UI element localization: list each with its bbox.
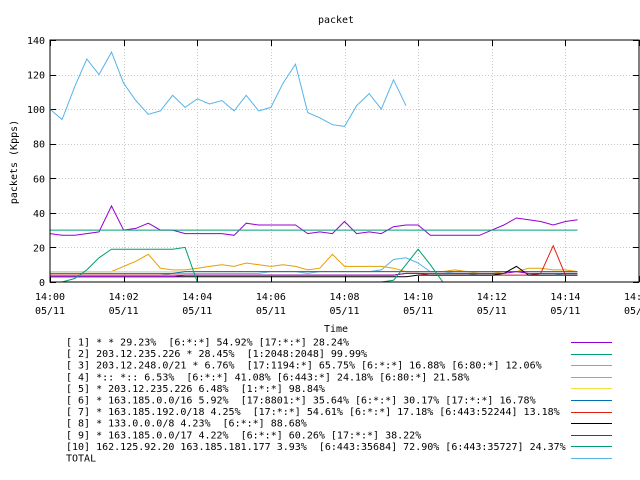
y-tick-label: 20 xyxy=(33,243,45,254)
legend-entry-label: [ 3] 203.12.248.0/21 * 6.76% [17:1194:*]… xyxy=(66,361,542,372)
x-axis-label: Time xyxy=(324,324,348,335)
series-path xyxy=(49,50,407,127)
legend: [ 1] * * 29.23% [6:*:*] 54.92% [17:*:*] … xyxy=(66,338,612,465)
legend-entry-label: [ 8] * 133.0.0.0/8 4.23% [6:*:*] 88.68% xyxy=(66,419,307,430)
x-tick-date: 05/11 xyxy=(329,306,359,317)
x-tick-label: 14:02 xyxy=(109,292,139,303)
series-path xyxy=(50,253,578,274)
series-line-6 xyxy=(50,271,578,274)
x-tick-label: 14:06 xyxy=(256,292,286,303)
x-tick-date: 05/11 xyxy=(182,306,212,317)
x-tick-label: 14:10 xyxy=(403,292,433,303)
legend-entry-label: [ 6] * 163.185.0.0/16 5.92% [17:8801:*] … xyxy=(66,396,536,407)
series-line-7 xyxy=(50,244,578,276)
legend-entry-label: [ 2] 203.12.235.226 * 28.45% [1:2048:204… xyxy=(66,349,367,360)
x-tick-date: 05/11 xyxy=(550,306,580,317)
legend-entry-label: [ 9] * 163.185.0.0/17 4.22% [6:*:*] 60.2… xyxy=(66,430,421,441)
series-path xyxy=(50,271,578,278)
y-tick-label: 80 xyxy=(33,140,45,151)
x-tick-label: 14:04 xyxy=(182,292,212,303)
legend-entry-label: [ 5] * 203.12.235.226 6.48% [1:*:*] 98.8… xyxy=(66,384,325,395)
series-line-9 xyxy=(50,271,578,278)
x-tick-date: 05/11 xyxy=(256,306,286,317)
y-axis: 0 20 40 60 80 100 120 140 xyxy=(27,36,639,289)
x-tick-date: 05/11 xyxy=(477,306,507,317)
x-tick-label: 14:12 xyxy=(477,292,507,303)
y-tick-label: 140 xyxy=(27,36,45,47)
x-tick-date: 05/11 xyxy=(403,306,433,317)
legend-entry-label: [ 7] * 163.185.192.0/18 4.25% [17:*:*] 5… xyxy=(66,407,560,418)
legend-entry-label: [ 1] * * 29.23% [6:*:*] 54.92% [17:*:*] … xyxy=(66,338,349,349)
x-tick-date: 05/11 xyxy=(624,306,640,317)
series-line-1 xyxy=(49,204,578,236)
series-path xyxy=(50,271,578,274)
x-tick-date: 05/11 xyxy=(109,306,139,317)
x-tick-label: 14:00 xyxy=(35,292,65,303)
series-line-4 xyxy=(50,253,578,274)
legend-entry-label: [ 4] *:: *:: 6.53% [6:*:*] 41.08% [6:443… xyxy=(66,372,469,383)
x-tick-label: 14:14 xyxy=(550,292,580,303)
legend-entry-label: TOTAL xyxy=(66,454,96,465)
x-tick-date: 05/11 xyxy=(35,306,65,317)
y-tick-label: 100 xyxy=(27,105,45,116)
y-tick-label: 60 xyxy=(33,174,45,185)
chart-title: packet xyxy=(318,15,354,26)
series-path xyxy=(49,204,578,236)
y-tick-label: 0 xyxy=(39,278,45,289)
y-axis-label: packets (Kpps) xyxy=(9,120,20,204)
series-path xyxy=(50,244,578,276)
y-tick-label: 40 xyxy=(33,209,45,220)
series-line-11 xyxy=(49,50,407,127)
plot-frame xyxy=(49,39,640,283)
series-lines xyxy=(49,50,578,283)
grid xyxy=(50,40,639,282)
legend-entry-label: [10] 162.125.92.20 163.185.181.177 3.93%… xyxy=(66,442,566,453)
x-tick-label: 14:08 xyxy=(329,292,359,303)
x-tick-label: 14:16 xyxy=(624,292,640,303)
y-tick-label: 120 xyxy=(27,71,45,82)
